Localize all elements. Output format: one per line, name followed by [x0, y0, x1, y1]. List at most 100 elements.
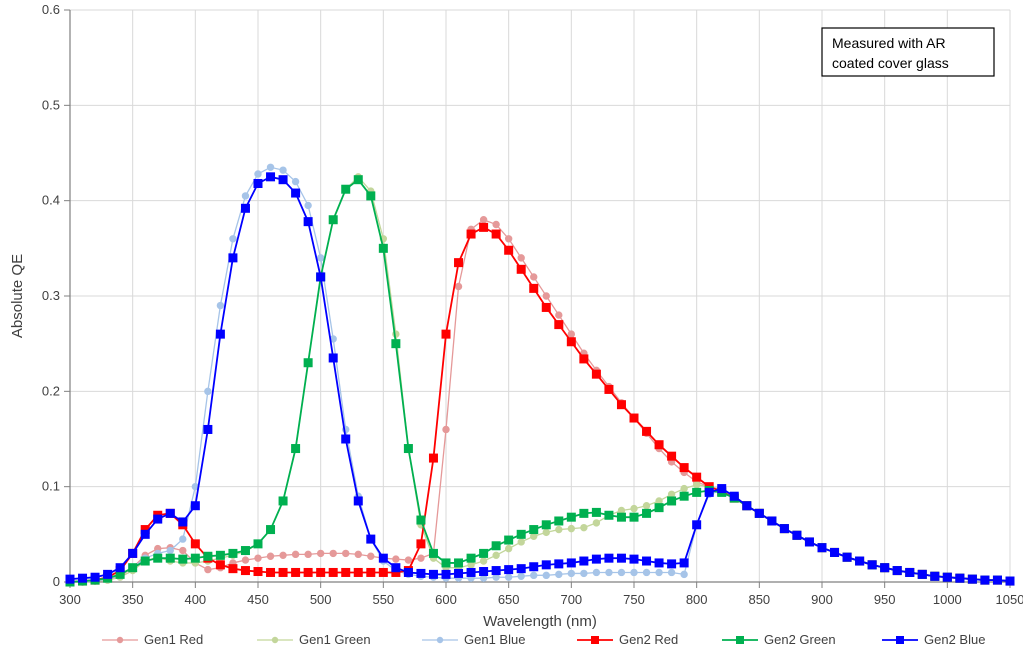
- marker-gen1_red: [405, 557, 411, 563]
- marker-gen1_blue: [292, 178, 298, 184]
- marker-gen2_green: [467, 554, 475, 562]
- marker-gen2_green: [567, 513, 575, 521]
- marker-gen2_red: [317, 568, 325, 576]
- marker-gen2_blue: [668, 560, 676, 568]
- marker-gen2_red: [229, 565, 237, 573]
- marker-gen2_blue: [968, 575, 976, 583]
- marker-gen1_green: [593, 520, 599, 526]
- marker-gen2_blue: [680, 559, 688, 567]
- marker-gen1_red: [505, 236, 511, 242]
- marker-gen1_red: [368, 553, 374, 559]
- marker-gen1_red: [418, 555, 424, 561]
- marker-gen2_green: [417, 516, 425, 524]
- marker-gen2_blue: [154, 515, 162, 523]
- marker-gen2_green: [693, 488, 701, 496]
- legend-label: Gen2 Green: [764, 632, 836, 647]
- marker-gen2_blue: [241, 204, 249, 212]
- marker-gen2_green: [429, 549, 437, 557]
- xtick-label: 600: [435, 592, 457, 607]
- marker-gen2_red: [492, 230, 500, 238]
- xtick-label: 350: [122, 592, 144, 607]
- marker-gen2_blue: [141, 530, 149, 538]
- marker-gen1_red: [443, 426, 449, 432]
- marker-gen2_blue: [116, 564, 124, 572]
- marker-gen2_red: [267, 568, 275, 576]
- marker-gen2_blue: [517, 565, 525, 573]
- marker-gen2_blue: [317, 273, 325, 281]
- marker-gen2_blue: [555, 560, 563, 568]
- ytick-label: 0.5: [42, 97, 60, 112]
- legend-marker: [591, 636, 599, 644]
- marker-gen1_red: [355, 551, 361, 557]
- marker-gen2_green: [530, 526, 538, 534]
- marker-gen2_green: [455, 559, 463, 567]
- marker-gen2_green: [342, 185, 350, 193]
- marker-gen2_blue: [304, 218, 312, 226]
- marker-gen2_red: [304, 568, 312, 576]
- marker-gen2_blue: [492, 567, 500, 575]
- marker-gen2_green: [354, 176, 362, 184]
- marker-gen1_blue: [267, 164, 273, 170]
- note-line: coated cover glass: [832, 55, 949, 71]
- marker-gen1_green: [568, 525, 574, 531]
- marker-gen2_red: [668, 452, 676, 460]
- marker-gen1_blue: [681, 571, 687, 577]
- marker-gen1_red: [317, 550, 323, 556]
- marker-gen2_blue: [179, 518, 187, 526]
- legend-marker: [437, 637, 443, 643]
- marker-gen1_green: [693, 482, 699, 488]
- marker-gen1_red: [543, 293, 549, 299]
- marker-gen1_red: [393, 556, 399, 562]
- xtick-label: 700: [560, 592, 582, 607]
- marker-gen1_blue: [255, 171, 261, 177]
- marker-gen2_red: [680, 464, 688, 472]
- marker-gen2_blue: [129, 549, 137, 557]
- marker-gen2_red: [442, 330, 450, 338]
- ytick-label: 0.3: [42, 288, 60, 303]
- marker-gen2_green: [129, 564, 137, 572]
- marker-gen1_blue: [518, 573, 524, 579]
- marker-gen2_blue: [881, 564, 889, 572]
- marker-gen1_green: [681, 485, 687, 491]
- ytick-label: 0.1: [42, 479, 60, 494]
- marker-gen2_red: [542, 303, 550, 311]
- marker-gen2_red: [241, 567, 249, 575]
- marker-gen2_red: [329, 568, 337, 576]
- marker-gen2_blue: [931, 572, 939, 580]
- marker-gen2_blue: [104, 570, 112, 578]
- marker-gen2_blue: [530, 563, 538, 571]
- marker-gen2_red: [605, 385, 613, 393]
- marker-gen2_blue: [567, 559, 575, 567]
- xtick-label: 750: [623, 592, 645, 607]
- marker-gen1_green: [631, 505, 637, 511]
- marker-gen2_blue: [630, 555, 638, 563]
- marker-gen2_blue: [254, 180, 262, 188]
- marker-gen2_red: [367, 568, 375, 576]
- marker-gen1_red: [518, 255, 524, 261]
- marker-gen2_blue: [943, 573, 951, 581]
- marker-gen1_blue: [505, 574, 511, 580]
- marker-gen2_blue: [229, 254, 237, 262]
- marker-gen2_green: [480, 549, 488, 557]
- marker-gen2_red: [617, 401, 625, 409]
- marker-gen1_blue: [230, 236, 236, 242]
- legend-marker: [272, 637, 278, 643]
- xtick-label: 400: [184, 592, 206, 607]
- marker-gen1_blue: [631, 569, 637, 575]
- marker-gen2_red: [379, 568, 387, 576]
- marker-gen1_blue: [568, 570, 574, 576]
- marker-gen2_red: [580, 355, 588, 363]
- marker-gen2_green: [329, 216, 337, 224]
- marker-gen2_green: [404, 445, 412, 453]
- xtick-label: 1050: [996, 592, 1023, 607]
- marker-gen1_red: [267, 553, 273, 559]
- marker-gen1_red: [180, 547, 186, 553]
- marker-gen2_red: [354, 568, 362, 576]
- xtick-label: 850: [748, 592, 770, 607]
- marker-gen2_green: [154, 554, 162, 562]
- marker-gen2_blue: [166, 509, 174, 517]
- marker-gen1_green: [581, 524, 587, 530]
- marker-gen1_green: [543, 529, 549, 535]
- marker-gen2_blue: [279, 176, 287, 184]
- marker-gen1_green: [643, 503, 649, 509]
